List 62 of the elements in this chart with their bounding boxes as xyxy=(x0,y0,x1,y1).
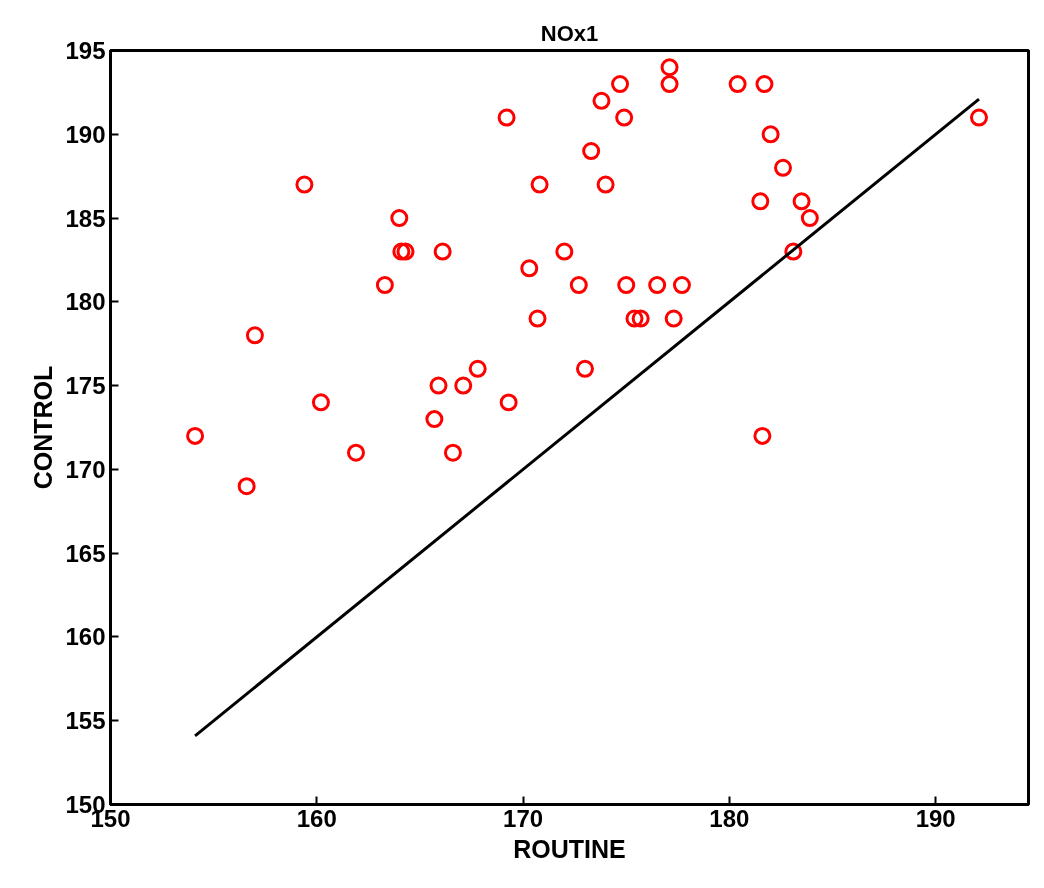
point xyxy=(454,376,473,395)
point xyxy=(390,209,409,228)
point xyxy=(295,175,314,194)
point xyxy=(596,175,615,194)
point xyxy=(186,426,205,445)
point xyxy=(611,75,630,93)
point xyxy=(429,376,448,395)
point xyxy=(468,359,487,378)
point xyxy=(396,242,415,261)
point xyxy=(774,158,793,177)
point xyxy=(311,393,330,412)
y-tick-label: 170 xyxy=(65,455,106,483)
point xyxy=(555,242,574,261)
point xyxy=(969,108,988,127)
point xyxy=(575,359,594,378)
y-tick-label: 165 xyxy=(65,539,106,567)
point xyxy=(392,242,411,261)
chart-title: NOx1 xyxy=(540,20,599,46)
point xyxy=(237,477,256,496)
point xyxy=(728,75,747,93)
point xyxy=(569,276,588,295)
y-tick-label: 180 xyxy=(65,288,106,316)
point xyxy=(375,276,394,295)
point xyxy=(753,426,772,445)
point xyxy=(499,393,518,412)
y-tick-label: 175 xyxy=(65,372,106,400)
x-tick-label: 170 xyxy=(503,804,544,832)
x-tick-label: 160 xyxy=(296,804,337,832)
x-tick-label: 190 xyxy=(915,804,956,832)
y-axis-title: CONTROL xyxy=(29,365,58,490)
point xyxy=(660,58,679,77)
point xyxy=(346,443,365,462)
point xyxy=(664,309,683,328)
point xyxy=(800,209,819,228)
point xyxy=(443,443,462,462)
point xyxy=(530,175,549,194)
y-tick-label: 160 xyxy=(65,623,106,651)
y-tick-label: 155 xyxy=(65,707,106,735)
point xyxy=(433,242,452,261)
x-axis-title: ROUTINE xyxy=(513,834,626,863)
point xyxy=(792,192,811,211)
point xyxy=(582,142,601,161)
point xyxy=(755,75,774,93)
point xyxy=(751,192,770,211)
y-tick-label: 190 xyxy=(65,120,106,148)
point xyxy=(625,309,644,328)
y-tick-label: 185 xyxy=(65,204,106,232)
point xyxy=(520,259,539,278)
point xyxy=(617,276,636,295)
point xyxy=(497,108,516,127)
point xyxy=(425,410,444,429)
point xyxy=(761,125,780,144)
point xyxy=(648,276,667,295)
point xyxy=(615,108,634,127)
point xyxy=(660,75,679,93)
point xyxy=(528,309,547,328)
point xyxy=(672,276,691,295)
point xyxy=(245,326,264,345)
point xyxy=(631,309,650,328)
x-tick-label: 180 xyxy=(709,804,750,832)
y-tick-label: 195 xyxy=(65,37,106,64)
point xyxy=(592,91,611,110)
